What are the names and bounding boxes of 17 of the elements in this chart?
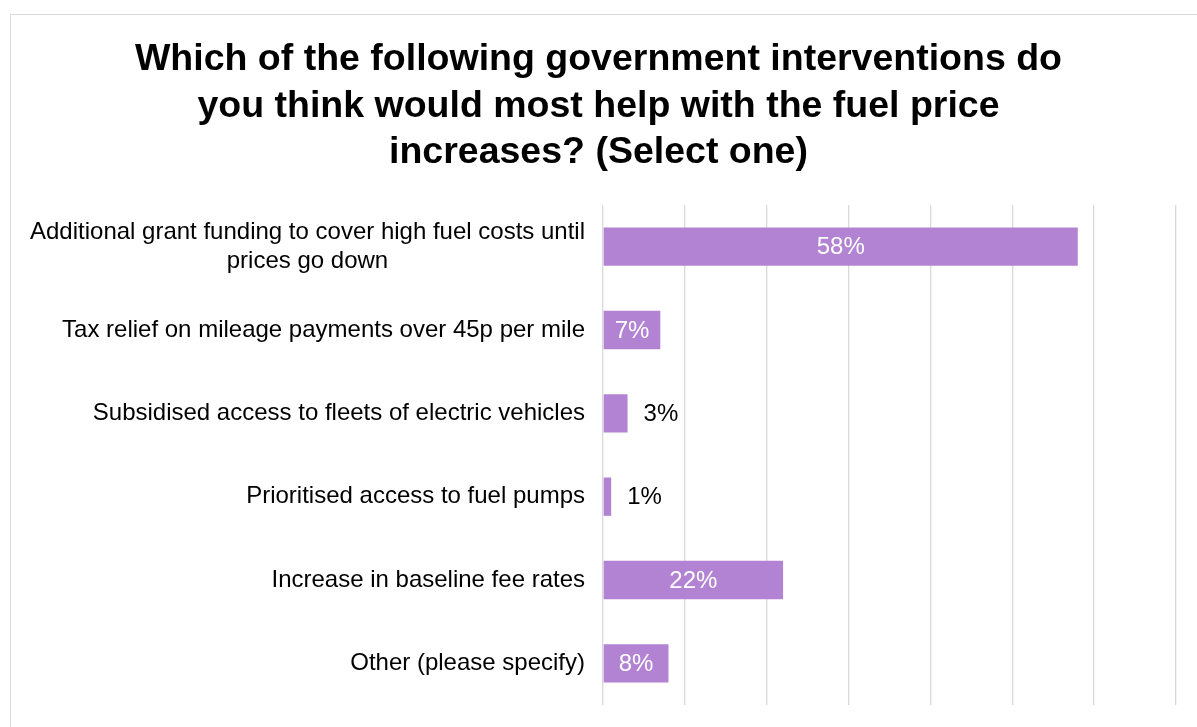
data-label: 3% bbox=[643, 398, 679, 426]
data-label: 58% bbox=[816, 232, 865, 260]
y-tick-label: Subsidised access to fleets of electric vehicles bbox=[92, 397, 585, 425]
y-tick-label: Increase in baseline fee rates bbox=[271, 564, 585, 592]
data-label: 22% bbox=[669, 565, 718, 593]
y-tick-label: Additional grant funding to cover high fuel costs until prices go down bbox=[29, 216, 585, 273]
y-tick-label: Other (please specify) bbox=[350, 647, 585, 675]
bar bbox=[603, 477, 612, 516]
bar bbox=[603, 227, 1078, 266]
chart-title: Which of the following government interventions do you think would most help with the fuel price increases? (Select one) bbox=[133, 35, 1064, 173]
y-tick-label: Prioritised access to fuel pumps bbox=[246, 481, 585, 509]
data-label: 8% bbox=[618, 648, 654, 676]
bar bbox=[603, 560, 784, 600]
y-tick-label: Tax relief on mileage payments over 45p per mile bbox=[62, 314, 586, 342]
data-label: 1% bbox=[627, 482, 662, 510]
bar bbox=[603, 394, 628, 433]
data-label: 7% bbox=[614, 315, 650, 343]
